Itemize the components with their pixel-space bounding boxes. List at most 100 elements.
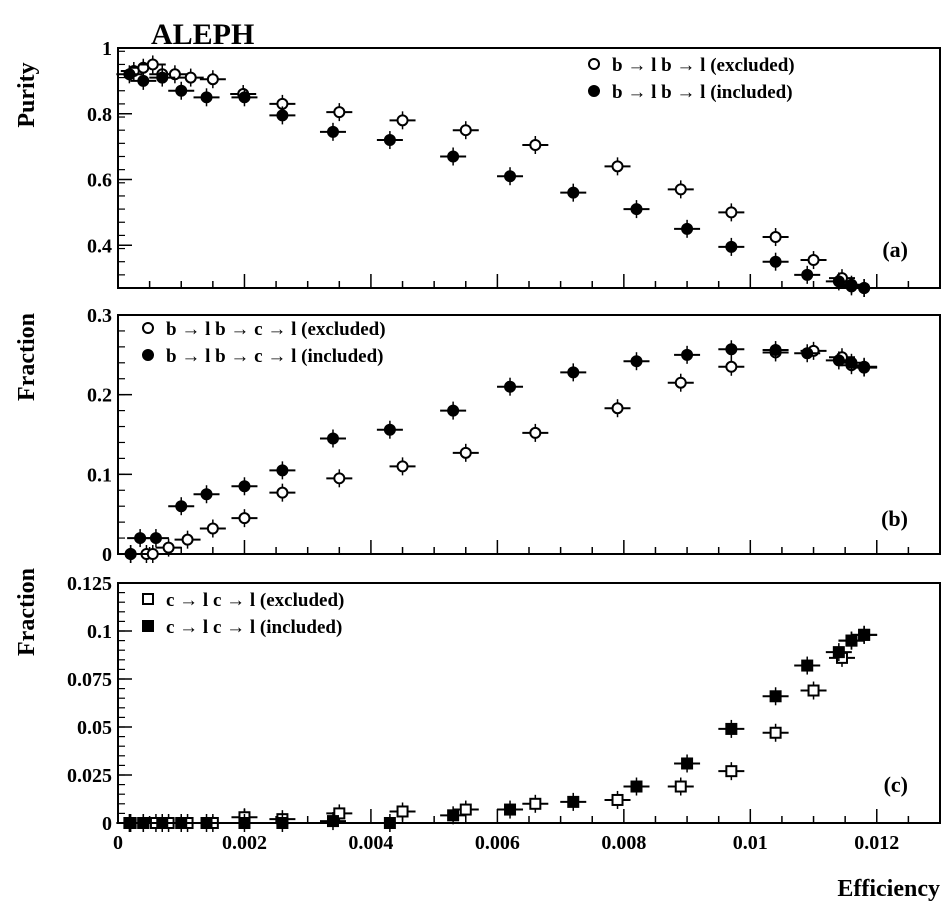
data-point [497, 167, 524, 186]
circle-marker [333, 472, 346, 485]
legend-c-excluded-marker [142, 593, 154, 605]
square-marker [674, 780, 687, 793]
data-point [149, 68, 176, 87]
x-tick-label: 0.012 [854, 832, 899, 854]
data-point [667, 777, 694, 796]
circle-marker [206, 73, 219, 86]
panel-b-y-axis-title: Fraction [14, 313, 40, 401]
figure-title: ALEPH [151, 18, 254, 51]
data-point [389, 802, 416, 821]
square-marker [858, 628, 871, 641]
y-tick-label: 0.6 [87, 170, 112, 192]
y-tick-label: 0.4 [87, 235, 112, 257]
square-marker [567, 795, 580, 808]
square-marker [175, 817, 188, 829]
data-point [199, 519, 226, 538]
square-marker [459, 803, 472, 816]
data-point [149, 814, 176, 832]
legend-c-included-label: c → l c → l (included) [166, 617, 342, 638]
data-point [269, 106, 296, 125]
circle-marker [725, 343, 738, 356]
circle-marker [396, 460, 409, 473]
data-point [142, 529, 169, 548]
x-tick-label: 0 [113, 832, 123, 854]
data-point [139, 55, 166, 74]
data-point [718, 762, 745, 781]
circle-marker [801, 268, 814, 281]
circle-marker [200, 91, 213, 104]
data-point [326, 804, 353, 823]
square-marker [725, 722, 738, 735]
data-point [762, 341, 789, 360]
y-tick-label: 0.8 [87, 104, 112, 126]
data-point [718, 357, 745, 376]
panel-b: 0 0.1 0.2 0.3 Fraction (b) b → l b → c → l … [14, 305, 941, 566]
circle-marker [529, 138, 542, 151]
y-tick-label: 0.2 [87, 385, 112, 407]
data-point [155, 538, 182, 557]
data-point [838, 353, 865, 372]
circle-marker [725, 360, 738, 373]
square-marker [529, 797, 542, 810]
circle-marker [238, 512, 251, 525]
data-point [319, 812, 346, 831]
circle-marker [238, 480, 251, 493]
circle-marker [124, 548, 137, 560]
square-marker [504, 803, 517, 816]
square-marker [137, 817, 150, 829]
circle-marker [504, 170, 517, 183]
y-tick-label: 0.1 [87, 464, 112, 486]
square-marker [156, 817, 169, 829]
circle-marker [383, 134, 396, 147]
data-point [326, 103, 353, 122]
circle-marker [674, 183, 687, 196]
square-marker [801, 659, 814, 672]
data-point [667, 180, 694, 199]
circle-marker [383, 423, 396, 436]
panel-a-frame [117, 47, 941, 289]
x-tick-label: 0.004 [348, 832, 393, 854]
circle-marker [567, 186, 580, 199]
data-point [604, 399, 631, 418]
data-point [497, 800, 524, 819]
circle-marker [611, 402, 624, 415]
y-tick-label: 0 [102, 813, 112, 835]
square-marker [807, 684, 820, 697]
panel-a-marks [116, 55, 878, 297]
x-axis-title: Efficiency [837, 876, 940, 902]
x-tick-label: 0.01 [733, 832, 768, 854]
circle-marker [769, 231, 782, 244]
data-point [522, 423, 549, 442]
legend-b-excluded-label: b → l b → c → l (excluded) [166, 319, 386, 340]
data-point [560, 183, 587, 202]
x-tick-label: 0.008 [601, 832, 646, 854]
data-point [762, 723, 789, 742]
square-marker [845, 634, 858, 647]
circle-marker [529, 426, 542, 439]
data-point [851, 357, 878, 376]
data-point [193, 814, 220, 832]
circle-marker [769, 344, 782, 357]
square-marker [383, 817, 396, 829]
panel-c-y-axis-title: Fraction [14, 568, 40, 656]
data-point [376, 420, 403, 439]
square-marker [611, 793, 624, 806]
circle-marker [504, 380, 517, 393]
data-point [825, 643, 852, 662]
square-marker [725, 765, 738, 778]
data-point [319, 122, 346, 141]
circle-marker [175, 500, 188, 513]
data-point [800, 681, 827, 700]
data-point [199, 70, 226, 89]
y-tick-label: 0 [102, 544, 112, 566]
circle-marker [801, 347, 814, 360]
circle-marker [845, 356, 858, 369]
legend-c-excluded-label: c → l c → l (excluded) [166, 590, 344, 611]
data-point [674, 219, 701, 238]
circle-marker [447, 404, 460, 417]
panel-c-ticks: 0 0.025 0.05 0.075 0.1 0.125 [67, 573, 941, 835]
square-marker [681, 757, 694, 770]
y-tick-label: 0.075 [67, 669, 112, 691]
circle-marker [326, 125, 339, 138]
circle-marker [832, 275, 845, 288]
